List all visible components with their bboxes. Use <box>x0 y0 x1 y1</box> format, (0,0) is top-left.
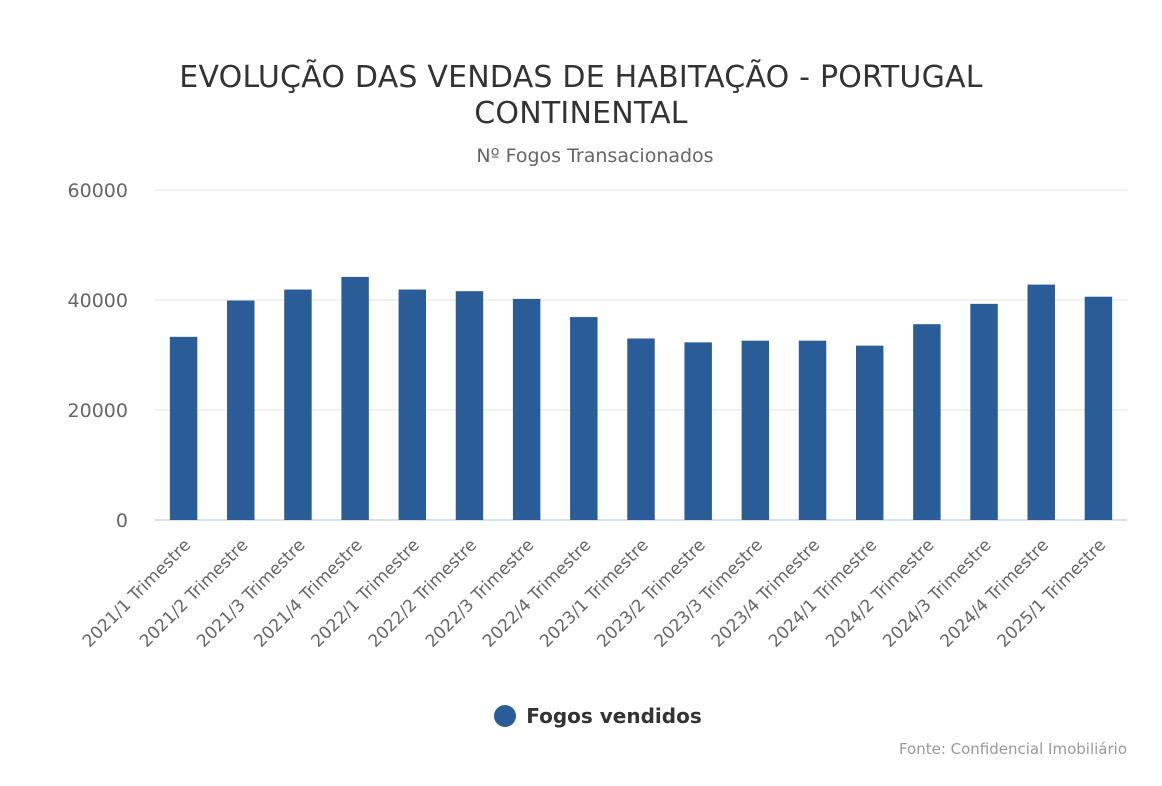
bar[interactable] <box>284 289 312 520</box>
chart-legend[interactable]: Fogos vendidos <box>0 704 1162 732</box>
x-tick-label: 2021/1 Trimestre <box>79 535 195 651</box>
x-tick-label: 2023/2 Trimestre <box>593 535 709 651</box>
y-tick-label: 0 <box>116 510 128 532</box>
bar[interactable] <box>398 289 427 520</box>
x-tick-label: 2023/4 Trimestre <box>708 535 824 651</box>
x-tick-label: 2022/3 Trimestre <box>422 535 538 651</box>
bar[interactable] <box>169 336 198 520</box>
chart-title-text: EVOLUÇÃO DAS VENDAS DE HABITAÇÃO - PORTU… <box>179 60 983 131</box>
chart-subtitle: Nº Fogos Transacionados <box>476 145 714 167</box>
bar[interactable] <box>570 317 598 520</box>
x-tick-label: 2024/4 Trimestre <box>936 535 1052 651</box>
y-tick-label: 40000 <box>68 290 128 312</box>
y-tick-label: 20000 <box>68 400 128 422</box>
x-tick-label: 2024/2 Trimestre <box>822 535 938 651</box>
bar[interactable] <box>798 340 827 520</box>
bar[interactable] <box>684 342 712 520</box>
x-tick-label: 2023/1 Trimestre <box>536 535 652 651</box>
x-tick-label: 2022/1 Trimestre <box>308 535 424 651</box>
x-tick-label: 2024/1 Trimestre <box>765 535 881 651</box>
legend-item-fogos-vendidos[interactable]: Fogos vendidos <box>494 704 702 728</box>
x-tick-label: 2021/4 Trimestre <box>250 535 366 651</box>
bar[interactable] <box>227 300 255 520</box>
x-tick-label: 2022/4 Trimestre <box>479 535 595 651</box>
bar[interactable] <box>970 303 998 520</box>
x-tick-label: 2025/1 Trimestre <box>994 535 1110 651</box>
chart-credits[interactable]: Fonte: Confidencial Imobiliário <box>898 740 1127 758</box>
bar[interactable] <box>855 345 884 520</box>
bar[interactable] <box>913 324 941 520</box>
legend-label: Fogos vendidos <box>526 704 702 728</box>
bar[interactable] <box>741 340 770 520</box>
bar[interactable] <box>627 338 655 521</box>
x-tick-label: 2023/3 Trimestre <box>651 535 767 651</box>
x-tick-label: 2021/2 Trimestre <box>136 535 252 651</box>
bar[interactable] <box>512 298 541 520</box>
legend-dot-icon <box>494 705 517 727</box>
bar[interactable] <box>341 276 369 520</box>
bar[interactable] <box>1084 296 1113 520</box>
bar[interactable] <box>1027 284 1055 520</box>
bar[interactable] <box>455 291 484 520</box>
x-tick-label: 2024/3 Trimestre <box>879 535 995 651</box>
chart-title: EVOLUÇÃO DAS VENDAS DE HABITAÇÃO - PORTU… <box>0 60 1162 132</box>
x-tick-label: 2022/2 Trimestre <box>365 535 481 651</box>
x-tick-label: 2021/3 Trimestre <box>193 535 309 651</box>
y-tick-label: 60000 <box>68 180 128 202</box>
